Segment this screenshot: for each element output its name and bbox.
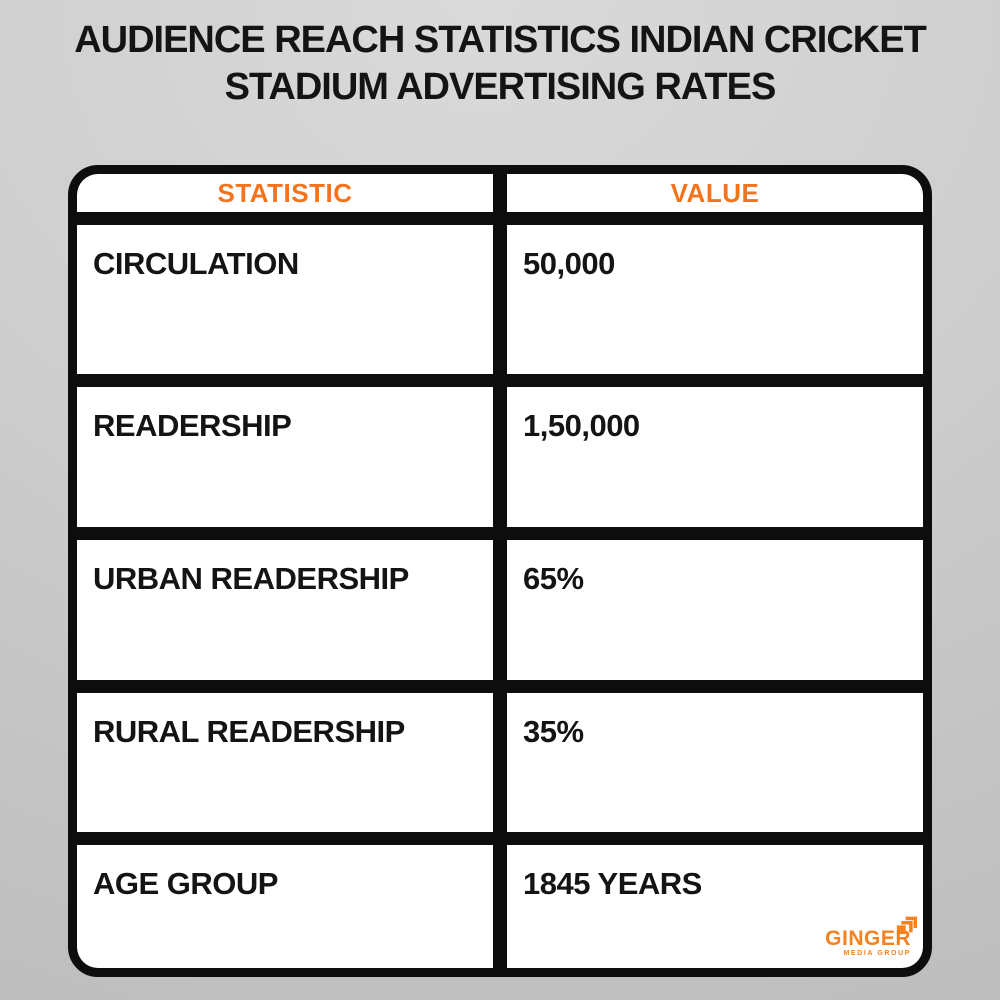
page-title-line-1: AUDIENCE REACH STATISTICS INDIAN CRICKET bbox=[74, 19, 927, 61]
ginger-media-group-logo: GINGER MEDIA GROUP bbox=[825, 914, 917, 960]
logo-subtitle: MEDIA GROUP bbox=[843, 950, 911, 957]
column-header-statistic: STATISTIC bbox=[77, 174, 493, 212]
statistic-cell: AGE GROUP bbox=[77, 845, 493, 968]
logo-name: GINGER bbox=[825, 927, 911, 950]
statistics-table: STATISTIC VALUE GINGER MEDIA GROUP CIRCU… bbox=[68, 165, 932, 977]
statistic-cell: READERSHIP bbox=[77, 387, 493, 527]
statistic-cell: RURAL READERSHIP bbox=[77, 693, 493, 832]
statistic-cell: CIRCULATION bbox=[77, 225, 493, 374]
value-cell: 35% bbox=[507, 693, 923, 832]
value-cell: 65% bbox=[507, 540, 923, 680]
page-title-line-2: STADIUM ADVERTISING RATES bbox=[224, 66, 777, 108]
statistic-cell: URBAN READERSHIP bbox=[77, 540, 493, 680]
page-title: AUDIENCE REACH STATISTICS INDIAN CRICKET… bbox=[0, 17, 1000, 111]
logo-row: GINGER MEDIA GROUP bbox=[825, 914, 917, 958]
stacked-frames-icon bbox=[896, 916, 917, 935]
value-cell: 1845 YEARS bbox=[507, 845, 923, 968]
column-header-value: VALUE bbox=[507, 174, 923, 212]
value-cell: 50,000 bbox=[507, 225, 923, 374]
value-cell: 1,50,000 bbox=[507, 387, 923, 527]
